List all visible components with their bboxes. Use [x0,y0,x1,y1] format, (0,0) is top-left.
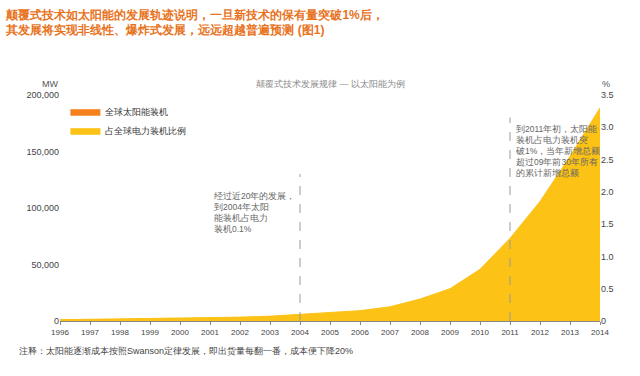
svg-text:占全球电力装机比例: 占全球电力装机比例 [105,126,186,136]
svg-text:1.5: 1.5 [601,219,614,229]
svg-text:1998: 1998 [111,328,129,337]
svg-text:2001: 2001 [201,328,219,337]
svg-text:1.0: 1.0 [601,252,614,262]
svg-text:2.5: 2.5 [601,155,614,165]
svg-text:0.5: 0.5 [601,284,614,294]
svg-text:3.0: 3.0 [601,122,614,132]
svg-text:全球太阳能装机: 全球太阳能装机 [105,107,168,117]
svg-text:2012: 2012 [531,328,549,337]
svg-text:2011: 2011 [501,328,519,337]
svg-text:2004: 2004 [291,328,309,337]
svg-text:1997: 1997 [81,328,99,337]
svg-text:1996: 1996 [51,328,69,337]
svg-text:2010: 2010 [471,328,489,337]
svg-text:2005: 2005 [321,328,339,337]
svg-text:3.5: 3.5 [601,90,614,100]
svg-text:%: % [602,79,610,89]
svg-text:到2011年初，太阳能装机占电力装机突破1%，当年新增总额超: 到2011年初，太阳能装机占电力装机突破1%，当年新增总额超过09年前30年所有… [515,124,600,178]
svg-text:50,000: 50,000 [31,260,59,270]
svg-text:MW: MW [42,79,58,89]
svg-text:颠覆式技术发展规律 — 以太阳能为例: 颠覆式技术发展规律 — 以太阳能为例 [256,79,405,89]
svg-text:1999: 1999 [141,328,159,337]
svg-text:颠覆式技术如太阳能的发展轨迹说明，一旦新技术的保有量突破1%: 颠覆式技术如太阳能的发展轨迹说明，一旦新技术的保有量突破1%后，其发展将实现非线… [5,8,383,38]
svg-text:2007: 2007 [381,328,399,337]
svg-text:0: 0 [54,316,59,326]
svg-text:150,000: 150,000 [26,147,59,157]
svg-text:2002: 2002 [231,328,249,337]
svg-text:100,000: 100,000 [26,203,59,213]
svg-text:2.0: 2.0 [601,187,614,197]
svg-text:2014: 2014 [591,328,609,337]
svg-text:2008: 2008 [411,328,429,337]
svg-text:2003: 2003 [261,328,279,337]
svg-text:2013: 2013 [561,328,579,337]
svg-text:经过近20年的发展，到2004年太阳能装机占电力装机0.1%: 经过近20年的发展，到2004年太阳能装机占电力装机0.1% [214,191,295,234]
svg-text:2009: 2009 [441,328,459,337]
svg-text:200,000: 200,000 [26,90,59,100]
svg-text:2006: 2006 [351,328,369,337]
svg-text:0: 0 [601,316,606,326]
svg-text:注释：太阳能逐渐成本按照Swanson定律发展，即出货量每翻: 注释：太阳能逐渐成本按照Swanson定律发展，即出货量每翻一番，成本便下降20… [19,346,353,356]
svg-text:2000: 2000 [171,328,189,337]
